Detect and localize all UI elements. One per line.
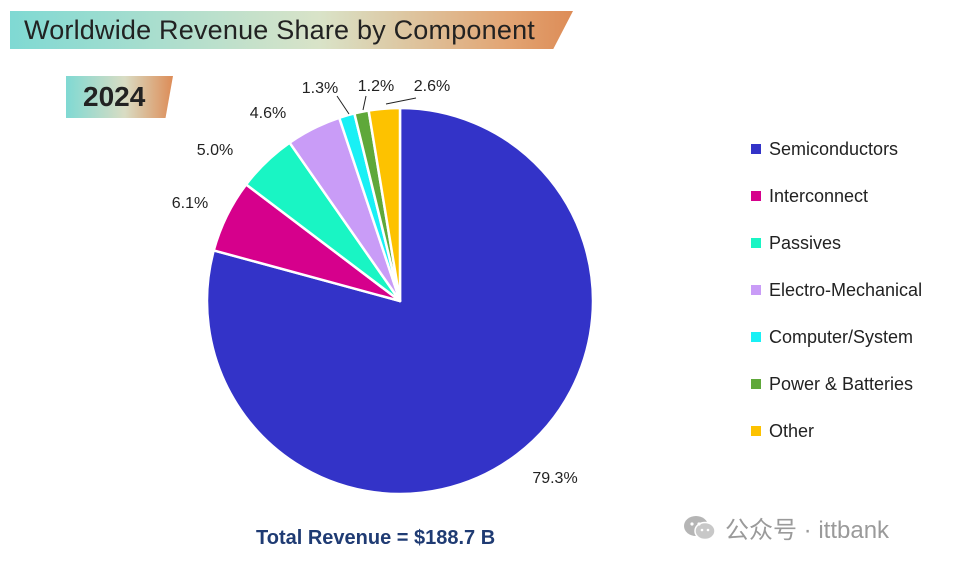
legend-item-computer-system: Computer/System — [751, 325, 922, 372]
pie-slice-other — [367, 106, 402, 303]
total-revenue-annotation: Total Revenue = $188.7 B — [256, 527, 496, 549]
legend-item-semiconductors: Semiconductors — [751, 137, 922, 184]
legend-item-other: Other — [751, 419, 922, 466]
data-label-interconnect: 6.1% — [172, 195, 208, 212]
watermark: 公众号 · ittbank — [683, 510, 889, 545]
legend-item-power-batteries: Power & Batteries — [751, 372, 922, 419]
chart-title: Worldwide Revenue Share by Component — [24, 14, 535, 45]
leader-line-other — [385, 97, 417, 105]
legend-label: Interconnect — [769, 186, 869, 206]
legend-swatch — [751, 426, 761, 436]
legend-item-interconnect: Interconnect — [751, 184, 922, 231]
leader-line-computer-system — [336, 95, 350, 115]
watermark-text: 公众号 · ittbank — [725, 517, 890, 544]
legend-item-electro-mechanical: Electro-Mechanical — [751, 278, 922, 325]
data-label-power-batteries: 1.2% — [358, 78, 394, 95]
legend-label: Semiconductors — [769, 139, 899, 159]
wechat-icon — [684, 515, 716, 540]
chart-subtitle: 2024 — [83, 81, 146, 112]
legend-swatch — [751, 285, 761, 295]
data-label-computer-system: 1.3% — [302, 80, 338, 97]
data-label-electro-mechanical: 4.6% — [250, 105, 286, 122]
legend-swatch — [751, 238, 761, 248]
legend-label: Other — [769, 421, 815, 441]
chart-legend: Semiconductors Interconnect Passives Electr… — [751, 137, 922, 466]
data-label-other: 2.6% — [414, 78, 450, 95]
legend-label: Electro-Mechanical — [769, 280, 923, 300]
data-label-passives: 5.0% — [197, 142, 233, 159]
chart-title-banner: Worldwide Revenue Share by Component — [10, 11, 573, 49]
legend-label: Computer/System — [769, 327, 914, 347]
legend-swatch — [751, 191, 761, 201]
legend-swatch — [751, 332, 761, 342]
legend-label: Passives — [769, 233, 842, 253]
legend-swatch — [751, 144, 761, 154]
leader-line-power-batteries — [362, 95, 367, 111]
legend-item-passives: Passives — [751, 231, 922, 278]
legend-label: Power & Batteries — [769, 374, 914, 394]
data-label-semiconductors: 79.3% — [532, 470, 577, 487]
legend-swatch — [751, 379, 761, 389]
year-banner: 2024 — [66, 76, 173, 118]
